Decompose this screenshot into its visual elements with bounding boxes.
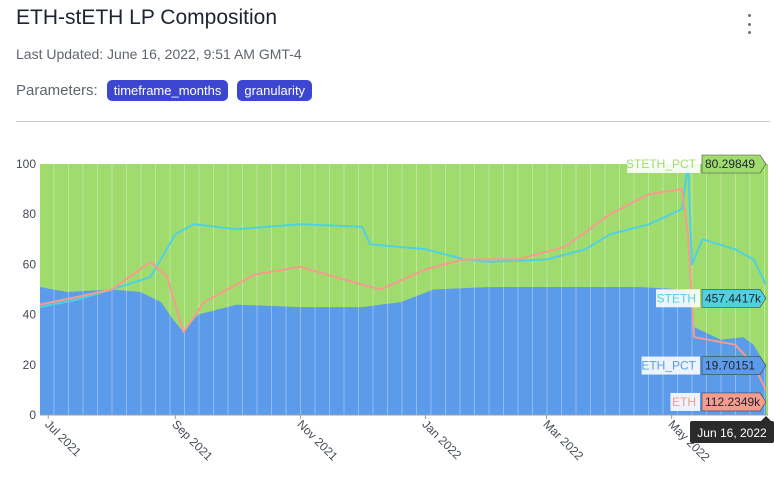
- hover-value-box: [701, 392, 767, 412]
- x-tick-label: Jan 2022: [419, 417, 464, 462]
- hover-series-name: ETH_PCT: [641, 359, 696, 373]
- hover-name-bg: [656, 289, 700, 308]
- last-updated: Last Updated: June 16, 2022, 9:51 AM GMT…: [16, 46, 302, 62]
- hover-label-eth-pct: ETH_PCT 19.70151: [641, 356, 767, 375]
- y-tick-label: 60: [23, 257, 37, 271]
- x-tick-label: Nov 2021: [294, 417, 340, 463]
- hover-value-box: [701, 288, 767, 308]
- hover-label-eth: ETH 112.2349k: [670, 392, 767, 412]
- y-tick-label: 20: [23, 358, 37, 372]
- chart-title: ETH-stETH LP Composition: [16, 6, 278, 29]
- param-chip-timeframe-months[interactable]: timeframe_months: [106, 80, 229, 101]
- hover-value-box: [701, 154, 767, 174]
- y-tick-label: 100: [16, 157, 36, 171]
- hover-series-value: 112.2349k: [705, 395, 761, 409]
- x-tick-label: Mar 2022: [540, 417, 586, 463]
- hover-series-value: 80.29849: [705, 157, 755, 171]
- param-chip-granularity[interactable]: granularity: [237, 80, 313, 101]
- parameters-label: Parameters:: [16, 82, 98, 99]
- hover-label-steth-pct: STETH_PCT 80.29849: [626, 154, 767, 174]
- parameters-bar: Parameters: timeframe_months granularity: [16, 80, 321, 101]
- y-tick-label: 80: [23, 207, 37, 221]
- more-options-icon[interactable]: [744, 12, 754, 36]
- hover-date-label: Jun 16, 2022: [697, 426, 767, 440]
- hover-series-name: STETH_PCT: [626, 157, 697, 171]
- y-tick-label: 0: [29, 408, 36, 422]
- hover-series-name: STETH: [657, 291, 696, 305]
- hover-name-bg: [670, 392, 700, 411]
- x-tick-label: Jul 2021: [42, 417, 84, 459]
- line-eth: [39, 188, 767, 391]
- hover-series-name: ETH: [672, 395, 696, 409]
- line-steth: [39, 163, 767, 309]
- hover-value-box: [701, 356, 767, 375]
- y-tick-label: 40: [23, 308, 37, 322]
- hover-date-box: [690, 421, 774, 443]
- hover-name-bg: [641, 356, 700, 375]
- hover-label-steth: STETH 457.4417k: [656, 288, 767, 308]
- hover-series-value: 19.70151: [705, 359, 755, 373]
- hover-name-bg: [627, 155, 700, 173]
- divider: [16, 121, 770, 122]
- x-tick-label: Sep 2021: [169, 417, 215, 463]
- hover-date-pointer: [761, 416, 771, 421]
- hover-series-value: 457.4417k: [705, 291, 762, 305]
- area-eth-pct: [40, 287, 766, 415]
